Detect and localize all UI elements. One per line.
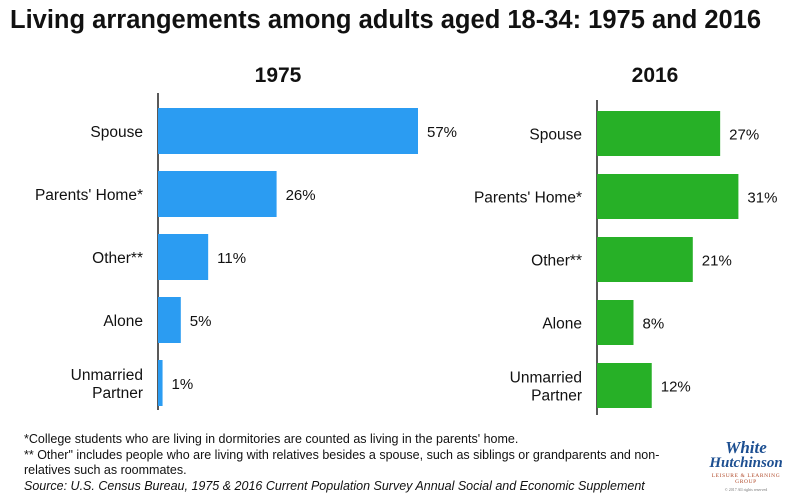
logo-line-hutchinson: Hutchinson — [709, 455, 783, 471]
value-label-1975-2: 11% — [217, 250, 246, 267]
bar-1975-1 — [158, 171, 277, 217]
bar-1975-4 — [158, 360, 163, 406]
footnote-other: ** Other" includes people who are living… — [24, 448, 660, 477]
bar-1975-2 — [158, 234, 209, 280]
value-label-2016-1: 31% — [747, 190, 777, 207]
value-label-2016-4: 12% — [661, 379, 691, 396]
category-label-2016-4-line0: Unmarried — [510, 370, 582, 387]
category-label-2016-1: Parents' Home* — [474, 190, 582, 207]
source-note: Source: U.S. Census Bureau, 1975 & 2016 … — [24, 479, 645, 493]
bar-1975-0 — [158, 108, 418, 154]
bar-2016-1 — [597, 174, 739, 219]
value-label-2016-0: 27% — [729, 127, 759, 144]
bar-2016-4 — [597, 363, 652, 408]
bar-2016-2 — [597, 237, 693, 282]
category-label-2016-3: Alone — [542, 316, 582, 333]
bar-2016-0 — [597, 111, 721, 156]
category-label-2016-0: Spouse — [529, 127, 582, 144]
bar-2016-3 — [597, 300, 634, 345]
logo-tagline: LEISURE & LEARNING GROUP — [711, 473, 781, 485]
value-label-1975-0: 57% — [427, 124, 457, 141]
bar-charts: 57% Spouse 26% Parents' Home* 11% Other** 5% Al… — [35, 93, 777, 415]
logo-copyright: © 2017 All rights reserved — [724, 487, 768, 492]
panel-title-2016: 2016 — [631, 64, 679, 87]
panel-title-1975: 1975 — [254, 64, 302, 87]
category-label-1975-0: Spouse — [90, 124, 143, 141]
value-label-2016-2: 21% — [702, 253, 732, 270]
category-label-1975-4-line1: Partner — [92, 385, 143, 402]
category-label-1975-3: Alone — [103, 313, 143, 330]
footnote-dormitories: *College students who are living in dorm… — [24, 432, 519, 446]
bar-1975-3 — [158, 297, 181, 343]
logo-line-white: White — [725, 438, 767, 457]
value-label-1975-1: 26% — [286, 187, 316, 204]
category-label-2016-2: Other** — [531, 253, 582, 270]
chart-title: Living arrangements among adults aged 18… — [10, 6, 762, 34]
white-hutchinson-logo: White Hutchinson LEISURE & LEARNING GROU… — [700, 438, 792, 496]
category-label-1975-4-line0: Unmarried — [71, 367, 143, 384]
category-label-1975-2: Other** — [92, 250, 143, 267]
category-label-2016-4-line1: Partner — [531, 388, 582, 405]
value-label-1975-3: 5% — [190, 313, 212, 330]
value-label-2016-3: 8% — [642, 316, 664, 333]
value-label-1975-4: 1% — [172, 376, 194, 393]
footnotes: *College students who are living in dorm… — [24, 432, 664, 495]
category-label-1975-1: Parents' Home* — [35, 187, 143, 204]
